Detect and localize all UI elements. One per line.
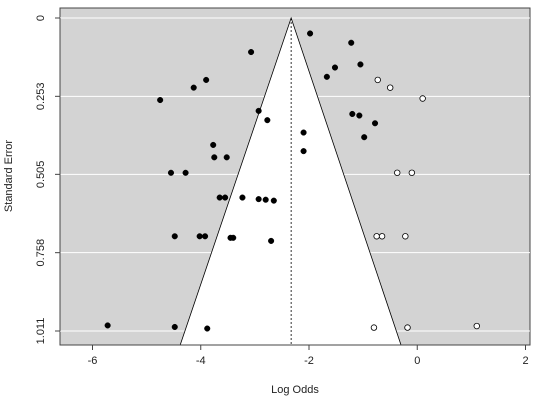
study-point-13 [371,120,379,127]
study-point-10 [349,110,356,118]
imputed-point-5 [373,233,380,240]
y-tick-label-3: 0.758 [35,239,47,267]
study-point-8 [157,96,164,104]
x-tick-label-2: -2 [304,355,314,367]
study-point-25 [255,196,262,203]
study-point-27 [270,197,277,204]
study-point-15 [361,134,368,141]
study-point-3 [357,61,364,68]
y-tick-label-4: 1.011 [35,318,47,345]
study-point-2 [248,49,255,56]
x-tick-label-3: 0 [414,355,420,367]
study-point-9 [255,107,262,114]
study-point-30 [202,233,209,240]
imputed-point-8 [370,324,378,331]
x-axis: -6 -4 -2 0 2 [88,344,529,367]
imputed-point-7 [402,233,409,240]
study-point-12 [264,117,271,124]
study-point-26 [262,196,269,203]
study-point-33 [268,237,275,244]
imputed-point-10 [473,322,480,330]
study-point-19 [223,154,230,161]
imputed-point-3 [394,169,401,176]
x-tick-label-1: -4 [196,355,206,367]
study-point-0 [307,30,314,37]
study-point-34 [104,322,111,329]
study-point-36 [204,325,211,332]
y-axis: 0 0.253 0.505 0.758 1.011 [35,15,61,345]
imputed-point-4 [408,169,416,176]
study-point-11 [356,112,363,119]
study-point-29 [196,233,203,240]
study-point-17 [300,148,307,155]
study-point-23 [222,194,229,201]
study-point-18 [211,154,218,161]
x-tick-label-0: -6 [88,355,98,367]
study-point-20 [167,169,175,176]
study-point-6 [203,76,210,83]
study-point-22 [216,194,223,201]
study-point-7 [190,84,197,91]
study-point-1 [348,39,355,46]
study-point-21 [182,169,189,176]
study-point-16 [210,141,217,148]
study-point-32 [230,234,237,241]
study-point-24 [239,194,246,201]
x-tick-label-4: 2 [522,355,528,367]
y-tick-label-0: 0 [35,15,47,21]
study-point-5 [323,73,330,80]
imputed-point-6 [378,233,386,240]
imputed-point-9 [404,324,411,331]
x-axis-title: Log Odds [271,384,319,396]
y-axis-title: Standard Error [3,140,15,212]
data-points [104,30,480,332]
study-point-14 [300,129,307,136]
study-point-4 [331,64,339,71]
y-tick-label-2: 0.505 [35,161,47,189]
imputed-point-2 [419,95,426,102]
imputed-point-1 [386,84,394,91]
study-point-35 [171,323,178,331]
imputed-point-0 [374,76,381,84]
study-point-28 [171,233,178,240]
y-tick-label-1: 0.253 [35,83,47,111]
